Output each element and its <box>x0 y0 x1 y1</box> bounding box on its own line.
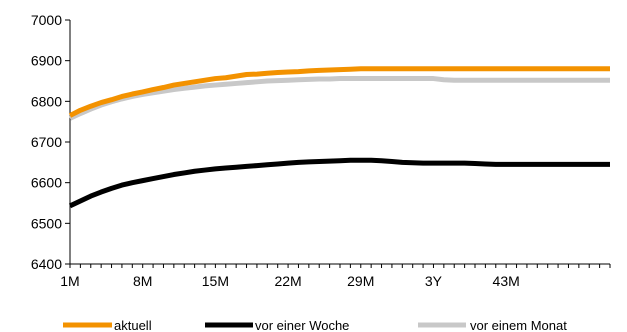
series-line-2 <box>68 76 610 121</box>
y-tick-label: 6800 <box>31 93 62 109</box>
chart-legend: aktuell vor einer Woche vor einem Monat <box>63 318 567 332</box>
legend-label-0: aktuell <box>114 318 152 332</box>
series-line-0 <box>68 66 610 118</box>
y-tick-label: 6500 <box>31 215 62 231</box>
legend-label-1: vor einer Woche <box>255 318 349 332</box>
chart-axes: 6400 6500 6600 6700 6800 6900 7000 1M 8M 15M 22M 29… <box>31 12 611 289</box>
y-tick-label: 7000 <box>31 12 62 28</box>
x-tick-label: 1M <box>60 273 79 289</box>
y-tick-label: 6600 <box>31 175 62 191</box>
x-tick-label: 8M <box>133 273 152 289</box>
legend-label-2: vor einem Monat <box>470 318 567 332</box>
x-tick-label: 15M <box>202 273 229 289</box>
x-tick-label: 43M <box>493 273 520 289</box>
y-tick-label: 6700 <box>31 134 62 150</box>
y-tick-label: 6400 <box>31 256 62 272</box>
x-tick-label: 29M <box>347 273 374 289</box>
y-tick-label: 6900 <box>31 53 62 69</box>
series-layer <box>68 66 610 209</box>
series-line-1 <box>68 157 610 209</box>
x-tick-label: 3Y <box>425 273 443 289</box>
x-tick-label: 22M <box>274 273 301 289</box>
